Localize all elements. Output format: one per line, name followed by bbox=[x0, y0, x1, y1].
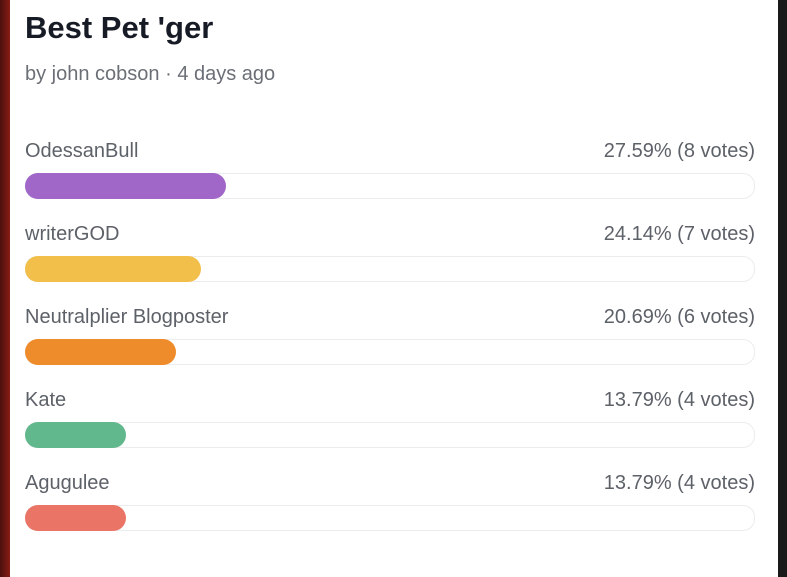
option-name: writerGOD bbox=[25, 223, 120, 245]
background-edge bbox=[0, 0, 10, 577]
poll-option: writerGOD 24.14% (7 votes) bbox=[25, 223, 755, 293]
option-name: Neutralplier Blogposter bbox=[25, 306, 229, 328]
option-result: 13.79% (4 votes) bbox=[603, 389, 755, 411]
result-bar-track bbox=[25, 256, 755, 282]
option-result: 13.79% (4 votes) bbox=[603, 472, 755, 494]
result-bar-fill bbox=[25, 256, 202, 282]
option-name: Agugulee bbox=[25, 472, 110, 494]
result-bar-fill bbox=[25, 339, 177, 365]
result-bar-track bbox=[25, 339, 755, 365]
option-result: 20.69% (6 votes) bbox=[603, 306, 755, 328]
result-bar-fill bbox=[25, 173, 227, 199]
poll-option: Agugulee 13.79% (4 votes) bbox=[25, 472, 755, 542]
result-bar-track bbox=[25, 505, 755, 531]
poll-results-card: Best Pet 'ger by john cobson · 4 days ag… bbox=[10, 0, 778, 577]
result-bar-fill bbox=[25, 505, 126, 531]
option-name: OdessanBull bbox=[25, 140, 139, 162]
result-bar-track bbox=[25, 173, 755, 199]
result-bar-track bbox=[25, 422, 755, 448]
poll-option: Neutralplier Blogposter 20.69% (6 votes) bbox=[25, 306, 755, 376]
poll-title: Best Pet 'ger bbox=[25, 10, 214, 45]
poll-meta: by john cobson · 4 days ago bbox=[25, 63, 276, 85]
option-result: 27.59% (8 votes) bbox=[603, 140, 755, 162]
option-name: Kate bbox=[25, 389, 67, 411]
result-bar-fill bbox=[25, 422, 126, 448]
poll-option: OdessanBull 27.59% (8 votes) bbox=[25, 140, 755, 210]
poll-option: Kate 13.79% (4 votes) bbox=[25, 389, 755, 459]
option-result: 24.14% (7 votes) bbox=[603, 223, 755, 245]
